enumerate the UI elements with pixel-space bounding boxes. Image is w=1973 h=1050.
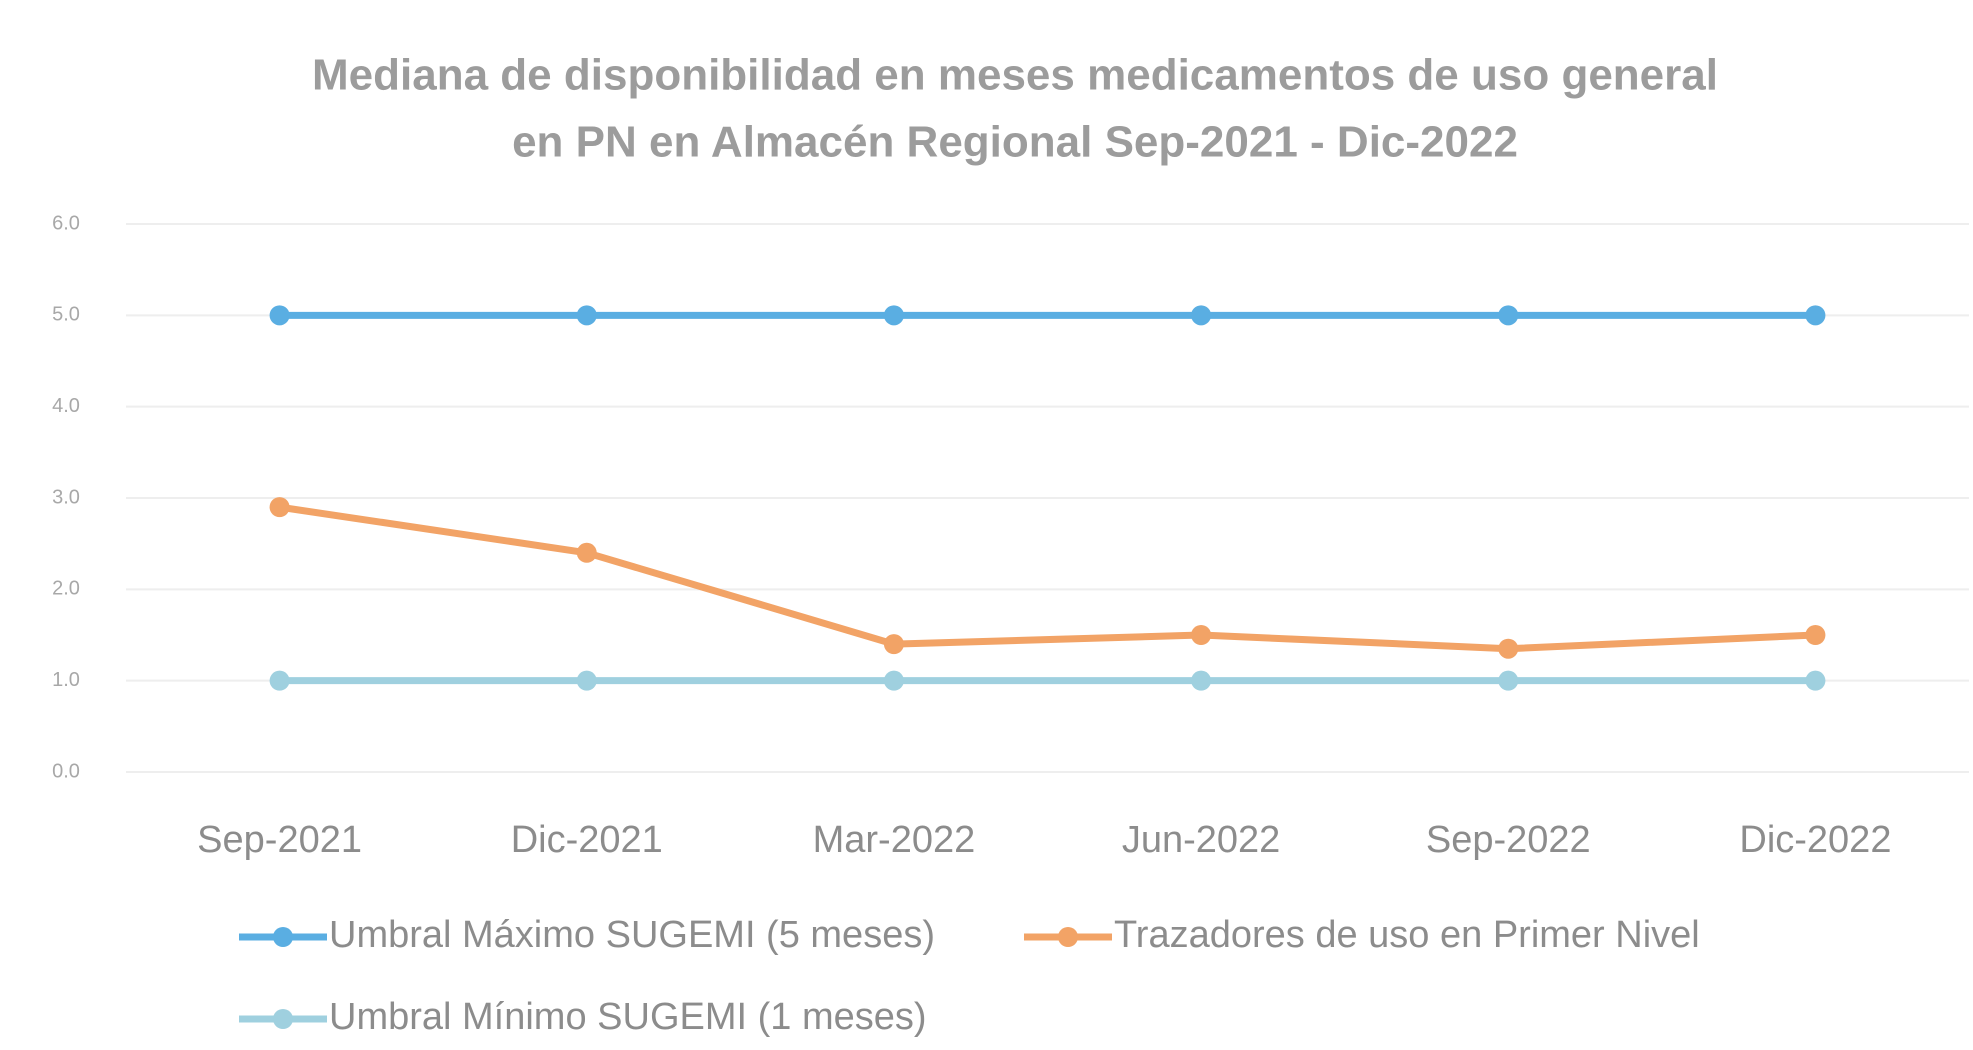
data-point	[1498, 670, 1519, 691]
data-point	[1805, 305, 1826, 326]
chart-title: en PN en Almacén Regional Sep-2021 - Dic…	[512, 118, 1518, 167]
y-tick-label: 6.0	[52, 212, 80, 234]
series-line	[279, 503, 1816, 653]
y-tick-label: 1.0	[52, 669, 80, 691]
x-tick-label: Mar-2022	[813, 819, 976, 861]
data-point	[1498, 305, 1519, 326]
legend-label: Umbral Máximo SUGEMI (5 meses)	[329, 914, 935, 956]
data-point	[1191, 305, 1212, 326]
data-point	[269, 305, 290, 326]
data-point	[883, 305, 904, 326]
data-point	[576, 670, 597, 691]
y-tick-label: 2.0	[52, 578, 80, 600]
x-tick-label: Sep-2022	[1426, 819, 1591, 861]
data-point	[883, 670, 904, 691]
data-point	[269, 497, 290, 518]
x-tick-label: Dic-2021	[511, 819, 663, 861]
data-point	[576, 305, 597, 326]
legend-marker	[1058, 927, 1078, 947]
data-point	[1191, 670, 1212, 691]
legend-label: Trazadores de uso en Primer Nivel	[1114, 914, 1700, 956]
legend-marker	[273, 927, 293, 947]
y-tick-label: 3.0	[52, 486, 80, 508]
x-tick-label: Sep-2021	[197, 819, 362, 861]
data-point	[1498, 638, 1519, 659]
data-point	[576, 542, 597, 563]
legend-marker	[273, 1009, 293, 1029]
data-point	[883, 634, 904, 655]
data-point	[1191, 625, 1212, 645]
y-tick-label: 4.0	[52, 395, 80, 417]
x-tick-label: Dic-2022	[1739, 819, 1891, 861]
data-point	[1805, 670, 1826, 691]
chart-title: Mediana de disponibilidad en meses medic…	[312, 51, 1718, 100]
x-tick-label: Jun-2022	[1122, 819, 1280, 861]
data-point	[1805, 625, 1826, 645]
y-tick-label: 5.0	[52, 304, 80, 326]
legend-label: Umbral Mínimo SUGEMI (1 meses)	[329, 996, 927, 1038]
data-point	[269, 670, 290, 691]
y-tick-label: 0.0	[52, 760, 80, 782]
